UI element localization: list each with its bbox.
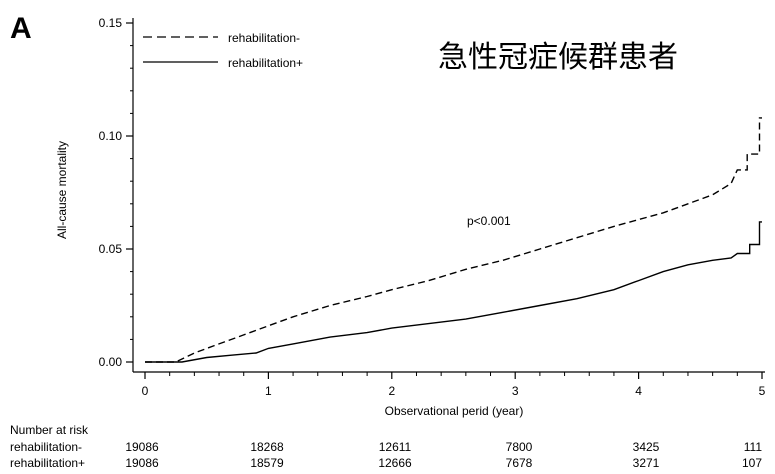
- series-line-rehab-plus: [145, 221, 762, 363]
- y-tick-label: 0.00: [99, 355, 123, 369]
- risk-values: 19086 18268 12611 7800 3425 111 19086 18579 1266…: [125, 440, 762, 470]
- risk-table-header: Number at risk: [10, 423, 89, 437]
- risk-value: 107: [742, 456, 762, 470]
- risk-row-label-plus: rehabilitation+: [10, 456, 85, 470]
- risk-value: 19086: [125, 456, 159, 470]
- risk-value: 7800: [506, 440, 533, 454]
- x-tick-label: 5: [759, 384, 766, 398]
- chart-title: 急性冠症候群患者: [438, 40, 678, 75]
- x-tick-label: 3: [512, 384, 519, 398]
- risk-value: 12666: [378, 456, 412, 470]
- y-ticks: 0.00 0.05 0.10 0.15: [99, 16, 133, 369]
- risk-value: 18579: [250, 456, 284, 470]
- legend-label-rehab-minus: rehabilitation-: [228, 31, 300, 45]
- risk-value: 19086: [125, 440, 159, 454]
- risk-value: 7678: [506, 456, 533, 470]
- series-line-rehab-minus: [145, 117, 762, 363]
- x-ticks: 0 1 2 3 4 5: [142, 372, 766, 398]
- y-tick-label: 0.15: [99, 16, 123, 30]
- panel-label: A: [10, 12, 32, 45]
- risk-row-label-minus: rehabilitation-: [10, 440, 82, 454]
- y-tick-label: 0.10: [99, 129, 123, 143]
- risk-value: 18268: [250, 440, 284, 454]
- risk-value: 12611: [379, 440, 412, 454]
- y-axis-label: All-cause mortality: [55, 141, 69, 239]
- p-value-annotation: p<0.001: [467, 214, 511, 228]
- legend-label-rehab-plus: rehabilitation+: [228, 56, 303, 70]
- x-axis-label: Observational perid (year): [385, 404, 524, 418]
- x-tick-label: 0: [142, 384, 149, 398]
- risk-value: 111: [744, 440, 763, 454]
- risk-value: 3425: [633, 440, 660, 454]
- series-layer: [145, 117, 762, 363]
- x-tick-label: 2: [388, 384, 395, 398]
- x-tick-label: 4: [635, 384, 642, 398]
- y-tick-label: 0.05: [99, 242, 123, 256]
- risk-value: 3271: [633, 456, 660, 470]
- legend: rehabilitation- rehabilitation+: [143, 31, 303, 70]
- x-tick-label: 1: [265, 384, 272, 398]
